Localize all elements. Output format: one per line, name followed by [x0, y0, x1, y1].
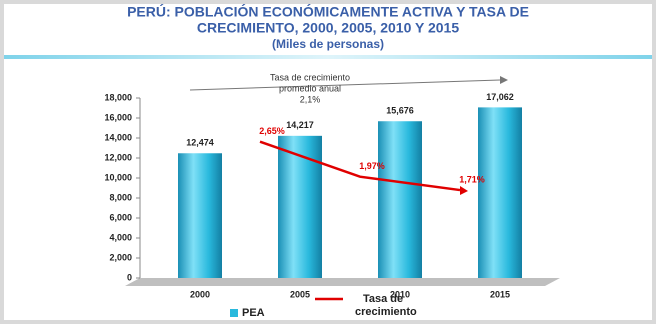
subtitle: (Miles de personas): [272, 37, 384, 51]
bar: [278, 135, 322, 278]
annotation-arrowhead: [500, 76, 508, 84]
value-label: 12,474: [186, 138, 214, 148]
y-tick-label: 8,000: [109, 192, 132, 202]
value-label: 1,97%: [359, 161, 385, 171]
line: [259, 140, 461, 192]
y-tick-label: 0: [127, 272, 132, 282]
value-label: 15,676: [386, 106, 414, 116]
title-line: CRECIMIENTO, 2000, 2005, 2010 Y 2015: [197, 20, 459, 36]
y-tick-label: 14,000: [104, 132, 132, 142]
bar: [478, 107, 522, 278]
line-arrowhead: [460, 186, 468, 196]
x-tick-label: 2015: [490, 289, 510, 299]
value-label: 1,71%: [459, 174, 485, 184]
legend-label: Tasa de crecimiento: [355, 293, 417, 318]
annotation: Tasa de crecimiento: [270, 72, 350, 82]
legend-label: PEA: [242, 307, 265, 319]
floor: [125, 278, 560, 286]
value-label: 17,062: [486, 92, 514, 102]
annotation-arrow: [189, 79, 501, 91]
value-label: 14,217: [286, 120, 314, 130]
value-label: 2,65%: [259, 126, 285, 136]
annotation: 2,1%: [300, 94, 321, 104]
title-rule: [4, 55, 652, 59]
x-tick-label: 2010: [390, 289, 410, 299]
annotation: promedio anual: [279, 83, 341, 93]
y-tick-label: 18,000: [104, 92, 132, 102]
legend-swatch: [230, 309, 238, 317]
y-tick-label: 10,000: [104, 172, 132, 182]
title-line: PERÚ: POBLACIÓN ECONÓMICAMENTE ACTIVA Y …: [127, 3, 529, 20]
panel: [4, 4, 652, 320]
y-tick-label: 4,000: [109, 232, 132, 242]
y-tick-label: 12,000: [104, 152, 132, 162]
y-tick-label: 2,000: [109, 252, 132, 262]
y-tick-label: 6,000: [109, 212, 132, 222]
x-tick-label: 2005: [290, 289, 310, 299]
y-tick-label: 16,000: [104, 112, 132, 122]
x-tick-label: 2000: [190, 289, 210, 299]
bar: [178, 153, 222, 278]
bar: [378, 121, 422, 279]
